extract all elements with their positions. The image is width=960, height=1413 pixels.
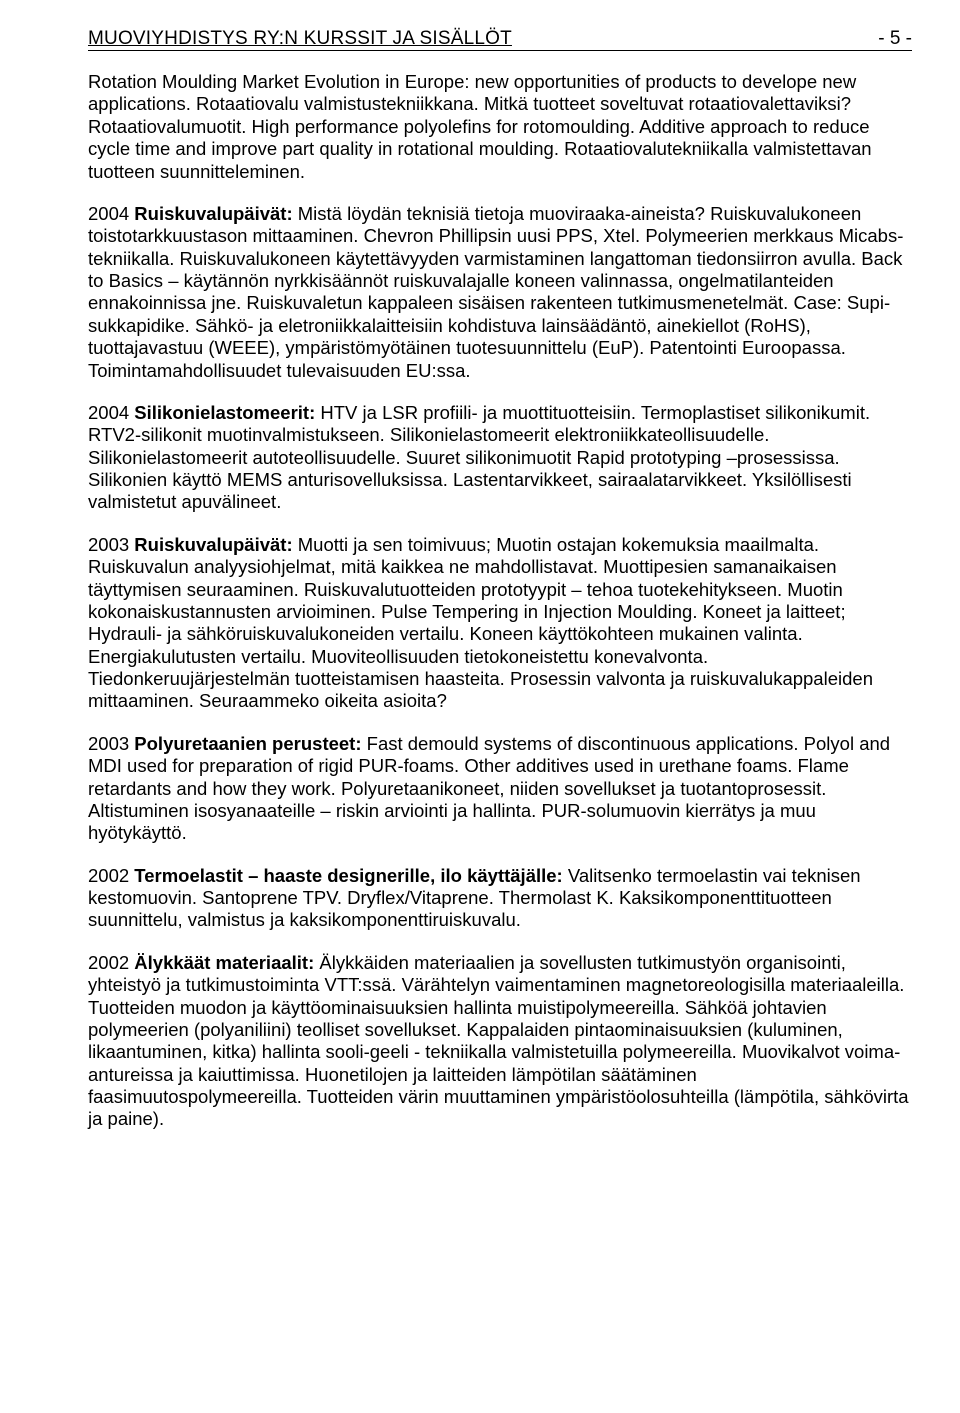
paragraph-text: Mistä löydän teknisiä tietoja muoviraaka… — [88, 203, 903, 381]
paragraph: Rotation Moulding Market Evolution in Eu… — [88, 71, 912, 183]
page-number: - 5 - — [878, 28, 912, 50]
page-header: MUOVIYHDISTYS RY:N KURSSIT JA SISÄLLÖT -… — [88, 28, 912, 51]
paragraph-heading: Silikonielastomeerit: — [134, 402, 315, 423]
paragraph: 2002 Älykkäät materiaalit: Älykkäiden ma… — [88, 952, 912, 1131]
paragraph: 2004 Ruiskuvalupäivät: Mistä löydän tekn… — [88, 203, 912, 382]
paragraph-heading: Polyuretaanien perusteet: — [134, 733, 361, 754]
paragraph-text: 2004 — [88, 402, 134, 423]
paragraph-heading: Termoelastit – haaste designerille, ilo … — [134, 865, 562, 886]
paragraph: 2004 Silikonielastomeerit: HTV ja LSR pr… — [88, 402, 912, 514]
paragraph-text: 2004 — [88, 203, 134, 224]
paragraph: 2003 Polyuretaanien perusteet: Fast demo… — [88, 733, 912, 845]
paragraph-text: Rotation Moulding Market Evolution in Eu… — [88, 71, 872, 182]
paragraph: 2003 Ruiskuvalupäivät: Muotti ja sen toi… — [88, 534, 912, 713]
paragraph-heading: Ruiskuvalupäivät: — [134, 203, 292, 224]
paragraph-text: 2003 — [88, 733, 134, 754]
paragraph-text: 2002 — [88, 952, 134, 973]
paragraph-text: Älykkäiden materiaalien ja sovellusten t… — [88, 952, 909, 1130]
paragraph-heading: Ruiskuvalupäivät: — [134, 534, 292, 555]
paragraph-text: Muotti ja sen toimivuus; Muotin ostajan … — [88, 534, 873, 712]
header-title: MUOVIYHDISTYS RY:N KURSSIT JA SISÄLLÖT — [88, 28, 512, 50]
paragraph-text: 2002 — [88, 865, 134, 886]
paragraph-text: 2003 — [88, 534, 134, 555]
paragraph-heading: Älykkäät materiaalit: — [134, 952, 314, 973]
document-page: MUOVIYHDISTYS RY:N KURSSIT JA SISÄLLÖT -… — [0, 0, 960, 1191]
document-body: Rotation Moulding Market Evolution in Eu… — [88, 71, 912, 1131]
paragraph: 2002 Termoelastit – haaste designerille,… — [88, 865, 912, 932]
